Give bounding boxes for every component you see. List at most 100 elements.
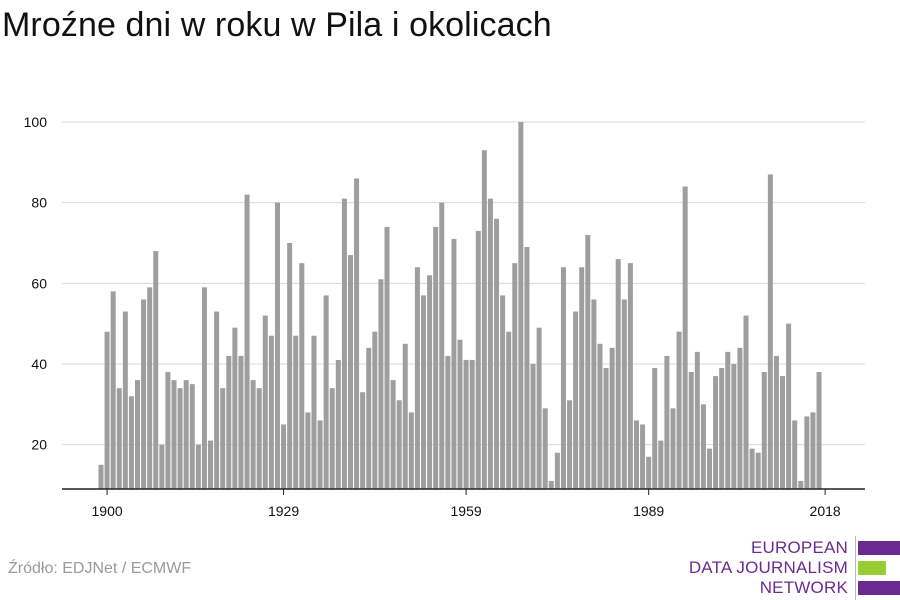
bar (366, 347, 372, 489)
bar (311, 335, 317, 489)
bar (780, 376, 786, 489)
bar (360, 392, 366, 489)
bar (810, 412, 816, 489)
bar (256, 388, 262, 489)
bar (682, 186, 688, 489)
bar (773, 355, 779, 489)
bar (287, 242, 293, 489)
logo-line-european: EUROPEAN (750, 538, 848, 557)
bar (548, 480, 554, 489)
bar (688, 372, 694, 489)
logo-bar-top (858, 541, 900, 555)
bar (147, 287, 153, 489)
bar (554, 452, 560, 489)
bar (719, 368, 725, 489)
bar (195, 444, 201, 489)
bar (299, 263, 305, 489)
bar (597, 343, 603, 489)
bar (579, 267, 585, 489)
chart-title: Mroźne dni w roku w Pila i okolicach (2, 6, 552, 44)
bar (402, 343, 408, 489)
y-tick-label: 60 (31, 275, 47, 291)
bar (737, 347, 743, 489)
bar (676, 331, 682, 489)
bar (816, 372, 822, 489)
logo-line-network: NETWORK (759, 578, 848, 597)
bar (128, 396, 134, 489)
bar (335, 359, 341, 489)
bar (390, 380, 396, 489)
bar (220, 388, 226, 489)
bar (664, 355, 670, 489)
bar (226, 355, 232, 489)
bar (603, 368, 609, 489)
bar (268, 335, 274, 489)
x-tick-label: 1900 (92, 503, 123, 519)
bar (512, 263, 518, 489)
bar (707, 448, 712, 489)
bar (354, 178, 360, 489)
bar (329, 388, 335, 489)
bar (414, 267, 420, 489)
bar (481, 150, 487, 489)
bar (104, 331, 110, 489)
y-tick-label: 40 (31, 356, 47, 372)
bar (609, 347, 615, 489)
bar (347, 255, 353, 489)
y-tick-label: 100 (24, 114, 48, 130)
bar (153, 251, 159, 489)
y-tick-label: 20 (31, 437, 47, 453)
bar (238, 355, 244, 489)
bar (110, 291, 116, 489)
x-tick-label: 2018 (810, 503, 841, 519)
logo-line-data-journalism: DATA JOURNALISM (688, 558, 848, 577)
bar (567, 400, 573, 489)
bar (439, 202, 445, 489)
bar (183, 380, 189, 489)
bar (159, 444, 165, 489)
bar (640, 424, 646, 489)
bar (713, 376, 719, 489)
bar (384, 226, 390, 489)
bar (281, 424, 287, 489)
bar (573, 311, 579, 489)
bar (208, 440, 214, 489)
bar (767, 174, 773, 489)
bar (201, 287, 207, 489)
bar (621, 299, 627, 489)
bar (262, 315, 268, 489)
bar (214, 311, 220, 489)
bar (427, 275, 433, 489)
bar (487, 198, 493, 489)
bar (457, 339, 463, 489)
edjnet-logo: EUROPEAN DATA JOURNALISM NETWORK (689, 536, 900, 600)
bar (421, 295, 427, 489)
bar (293, 335, 299, 489)
bar (494, 218, 500, 490)
x-tick-label: 1929 (268, 503, 299, 519)
bar (591, 299, 597, 489)
bar (786, 323, 792, 489)
bar (615, 259, 621, 489)
bar (323, 295, 329, 489)
bar (530, 363, 536, 489)
x-tick-label: 1959 (451, 503, 482, 519)
bar (98, 464, 104, 489)
bar (378, 279, 384, 489)
logo-divider (855, 536, 856, 600)
bar (165, 372, 171, 489)
logo-bar-bottom (858, 581, 900, 595)
bar (560, 267, 566, 489)
bar (542, 408, 548, 489)
source-note: Źródło: EDJNet / ECMWF (8, 560, 192, 577)
bar (670, 408, 676, 489)
y-tick-label: 80 (31, 195, 47, 211)
bar (627, 263, 633, 489)
bar (341, 198, 347, 489)
x-tick-label: 1989 (633, 503, 664, 519)
bar (633, 420, 639, 489)
bar (135, 380, 141, 489)
bar (585, 234, 591, 489)
bar (317, 420, 323, 489)
